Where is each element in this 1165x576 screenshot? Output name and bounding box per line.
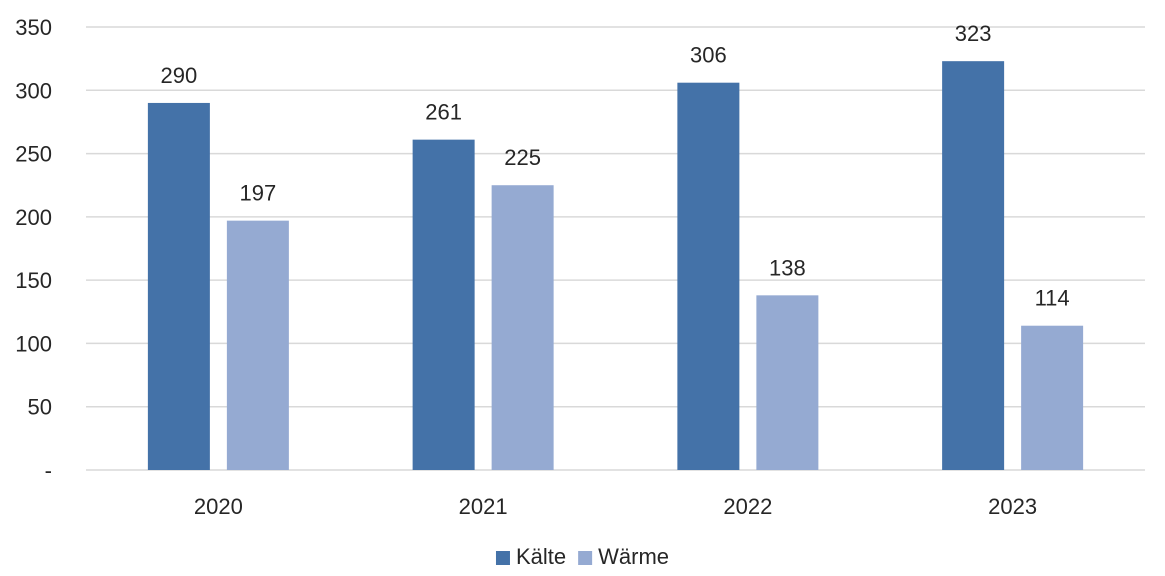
bar-wärme-2022 [756,295,819,470]
bar-wärme-2021 [491,185,554,470]
x-category-label: 2020 [194,494,243,519]
bar-kälte-2020 [147,102,210,470]
legend-item: Kälte [495,544,566,569]
y-tick-label: 50 [28,395,52,420]
y-tick-label: - [45,458,52,483]
data-labels: 290 197 261 225 306 138 323 114 [161,21,1070,311]
y-axis-tick-labels: - 50 100 150 200 250 300 350 [15,15,52,483]
legend: Kälte Wärme [495,544,669,569]
x-axis-category-labels: 2020 2021 2022 2023 [194,494,1037,519]
bar-wärme-2020 [226,220,289,470]
legend-label: Kälte [516,544,566,569]
bar-wärme-2023 [1021,325,1084,470]
y-tick-label: 150 [15,268,52,293]
bars [147,61,1084,471]
y-tick-label: 250 [15,142,52,167]
data-label: 306 [690,43,727,68]
data-label: 114 [1035,286,1070,311]
data-label: 225 [504,145,541,170]
legend-swatch [578,551,593,565]
data-label: 323 [955,21,992,46]
legend-label: Wärme [598,544,669,569]
x-category-label: 2023 [988,494,1037,519]
y-tick-label: 200 [15,205,52,230]
y-tick-label: 100 [15,331,52,356]
data-label: 197 [240,181,277,206]
bar-kälte-2023 [942,61,1005,470]
x-category-label: 2021 [459,494,508,519]
data-label: 290 [161,63,198,88]
data-label: 138 [769,255,806,280]
bar-kälte-2021 [412,139,475,471]
y-tick-label: 350 [15,15,52,40]
data-label: 261 [425,100,462,125]
y-tick-label: 300 [15,78,52,103]
x-category-label: 2022 [723,494,772,519]
legend-swatch [495,551,510,565]
bar-kälte-2022 [677,82,740,470]
legend-item: Wärme [578,544,669,569]
